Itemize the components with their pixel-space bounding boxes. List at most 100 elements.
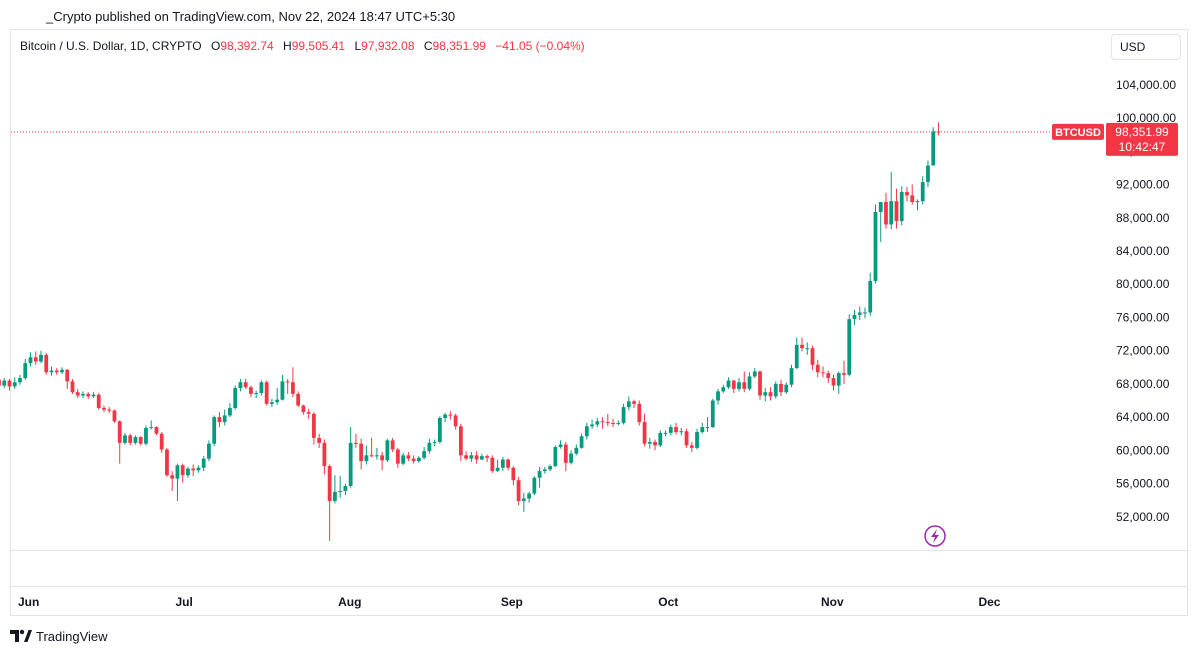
candle[interactable] (107, 407, 112, 413)
candle[interactable] (427, 438, 432, 454)
candle[interactable] (926, 160, 930, 188)
candle[interactable] (637, 400, 642, 426)
candle[interactable] (306, 408, 311, 419)
candle[interactable] (495, 459, 500, 472)
candle[interactable] (7, 378, 12, 391)
candle[interactable] (186, 466, 190, 478)
candle[interactable] (920, 176, 925, 205)
candle[interactable] (312, 412, 316, 445)
brand[interactable]: TradingView (10, 627, 108, 645)
candle[interactable] (616, 420, 621, 426)
candle[interactable] (590, 419, 594, 429)
candle[interactable] (479, 453, 484, 461)
candle[interactable] (54, 368, 59, 375)
candle[interactable] (75, 388, 80, 399)
candle[interactable] (605, 413, 610, 427)
candle[interactable] (149, 420, 154, 430)
candle[interactable] (411, 455, 416, 464)
candle[interactable] (842, 360, 846, 384)
candle[interactable] (621, 403, 626, 425)
candle[interactable] (516, 476, 521, 506)
candle[interactable] (894, 188, 899, 229)
candle[interactable] (159, 432, 164, 453)
candle[interactable] (191, 464, 196, 477)
candle[interactable] (469, 452, 474, 462)
candle[interactable] (773, 381, 778, 399)
candle[interactable] (857, 306, 862, 320)
candle[interactable] (905, 187, 909, 202)
candle[interactable] (0, 376, 1, 389)
candle[interactable] (49, 366, 54, 376)
candle[interactable] (280, 374, 285, 401)
candle[interactable] (254, 390, 259, 399)
candle[interactable] (175, 463, 180, 501)
candle[interactable] (731, 379, 736, 394)
candle[interactable] (836, 371, 841, 394)
candle[interactable] (647, 437, 652, 449)
candle[interactable] (821, 366, 825, 378)
candle[interactable] (737, 378, 741, 392)
candle[interactable] (60, 367, 64, 374)
symbol-title[interactable]: Bitcoin / U.S. Dollar, 1D, CRYPTO (20, 39, 202, 53)
candle[interactable] (207, 440, 211, 462)
candle[interactable] (721, 384, 726, 394)
candle[interactable] (196, 465, 201, 473)
candle[interactable] (390, 437, 395, 452)
candle[interactable] (91, 392, 96, 399)
candle[interactable] (884, 192, 888, 229)
candle[interactable] (710, 398, 715, 428)
candle[interactable] (44, 353, 49, 375)
candle[interactable] (39, 350, 43, 364)
candle[interactable] (789, 364, 794, 388)
candle[interactable] (563, 442, 568, 472)
candle[interactable] (931, 127, 936, 166)
candle[interactable] (380, 452, 385, 471)
candle[interactable] (333, 475, 337, 504)
candle[interactable] (474, 451, 479, 464)
candle[interactable] (406, 452, 411, 462)
candle[interactable] (506, 458, 510, 471)
candle[interactable] (485, 454, 489, 462)
candle[interactable] (553, 445, 558, 467)
candle[interactable] (847, 314, 852, 377)
candle[interactable] (611, 418, 615, 428)
candle[interactable] (668, 424, 673, 436)
candle[interactable] (448, 411, 453, 420)
candle[interactable] (343, 483, 348, 496)
candle[interactable] (217, 412, 222, 428)
candle[interactable] (348, 427, 353, 488)
candle[interactable] (401, 452, 406, 466)
candle[interactable] (65, 368, 70, 389)
candle[interactable] (511, 466, 516, 486)
candle[interactable] (112, 409, 117, 423)
candle[interactable] (359, 438, 364, 470)
candle[interactable] (422, 447, 427, 460)
candle[interactable] (364, 445, 369, 465)
candle[interactable] (548, 464, 552, 472)
candle[interactable] (138, 436, 143, 446)
candle[interactable] (374, 447, 379, 460)
candle[interactable] (385, 438, 390, 462)
candle[interactable] (747, 372, 752, 391)
candle[interactable] (763, 388, 768, 402)
candle[interactable] (868, 272, 873, 316)
candle[interactable] (784, 382, 789, 394)
candle[interactable] (322, 439, 327, 475)
candle[interactable] (275, 388, 280, 405)
candle[interactable] (443, 412, 448, 423)
candle[interactable] (416, 456, 421, 463)
candle[interactable] (96, 393, 101, 410)
candle[interactable] (542, 466, 547, 474)
candle[interactable] (28, 352, 33, 367)
candle[interactable] (716, 388, 720, 405)
candle[interactable] (537, 466, 542, 488)
candle[interactable] (600, 417, 605, 429)
candle[interactable] (726, 377, 731, 389)
candle[interactable] (222, 409, 227, 426)
candle[interactable] (437, 416, 442, 444)
candle[interactable] (233, 385, 238, 410)
candle[interactable] (521, 492, 526, 512)
candle[interactable] (154, 426, 159, 436)
candle[interactable] (831, 374, 836, 391)
